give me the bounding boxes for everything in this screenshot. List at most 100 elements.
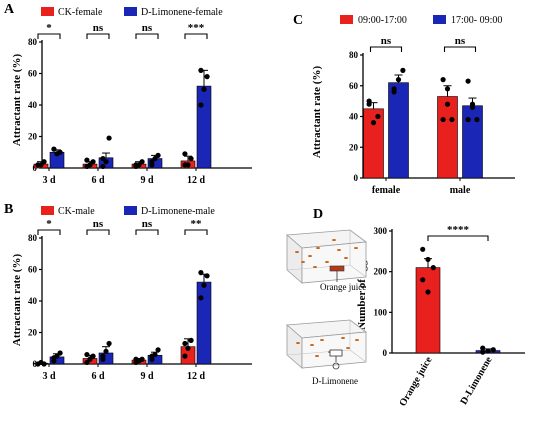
data-point (106, 340, 112, 347)
data-point (90, 159, 96, 165)
data-point (465, 116, 471, 123)
bar-17-00-09-00-male (462, 105, 483, 179)
significance-label: ns (142, 218, 153, 230)
data-point (440, 77, 446, 83)
orange-juice-dish-icon (329, 265, 345, 272)
data-point (100, 163, 106, 170)
data-point (139, 159, 145, 165)
x-tick-label-d-limonene: D-Limonene (458, 355, 494, 407)
significance-bracket (37, 229, 61, 235)
data-point (474, 116, 480, 123)
data-point (444, 86, 451, 92)
data-point (182, 340, 188, 347)
data-point (201, 86, 207, 92)
significance-bracket (443, 46, 477, 52)
data-point (465, 78, 471, 84)
significance-label: *** (188, 22, 205, 34)
x-tick-label-3-d: 3 d (42, 371, 56, 382)
data-point (41, 159, 47, 165)
data-point (480, 345, 486, 351)
legend-label-d-limonene-male: D-Limonene-male (141, 206, 215, 217)
legend-swatch-d-limonene-male (124, 206, 137, 215)
significance-bracket (369, 46, 403, 52)
data-point (57, 149, 63, 155)
y-tick-label: 80 (28, 37, 38, 47)
data-point (490, 347, 496, 353)
significance-bracket (135, 33, 159, 39)
significance-label: ** (191, 218, 203, 230)
x-tick-label-male: male (450, 185, 471, 196)
cage-diagram-orange-juice: Orange juice (286, 229, 368, 292)
y-tick-label: 60 (28, 69, 38, 79)
bar-d-limonene-male-12-d (196, 281, 212, 365)
data-point (106, 135, 112, 141)
y-tick-label: 20 (349, 142, 359, 152)
significance-label: ns (142, 22, 153, 34)
data-point (449, 116, 455, 123)
y-tick-label: 20 (28, 132, 38, 142)
y-tick-label: 200 (374, 267, 388, 277)
y-tick-label: 0 (354, 173, 359, 183)
data-point (198, 270, 204, 276)
insect-icons-1 (295, 239, 358, 268)
data-point (370, 120, 377, 126)
y-tick-label: 300 (374, 226, 388, 236)
data-point (375, 113, 381, 120)
bar-orange-juice-orange-juice (415, 267, 441, 354)
cage-diagram-d-limonene: D-Limonene (286, 319, 368, 386)
y-tick-label: 40 (28, 296, 38, 306)
bar-17-00-09-00-female (388, 82, 409, 179)
bar-09-00-17-00-female (363, 108, 384, 179)
data-point (100, 353, 106, 359)
legend-a: CK-female D-Limonene-female (41, 7, 223, 18)
data-point (149, 356, 155, 362)
data-point (84, 157, 90, 163)
data-point (425, 289, 431, 295)
legend-label-night: 17:00- 09:00 (451, 15, 502, 26)
data-point (430, 265, 436, 271)
legend-label-day: 09:00-17:00 (358, 15, 407, 26)
data-point (420, 277, 426, 283)
significance-bracket (427, 235, 489, 241)
significance-label: ns (455, 35, 466, 47)
data-point (100, 155, 106, 162)
x-tick-label-12-d: 12 d (187, 371, 206, 382)
x-tick-label-6-d: 6 d (91, 371, 105, 382)
legend-b: CK-male D-Limonene-male (41, 206, 215, 217)
data-point (425, 256, 431, 263)
x-tick-label-12-d: 12 d (187, 175, 206, 186)
y-tick-label: 60 (28, 265, 38, 275)
chart-d: 0 100 200 300 Orange juice D-Limonene **** (374, 224, 525, 409)
legend-swatch-night (433, 15, 446, 24)
data-point (440, 116, 446, 123)
y-tick-label: 0 (383, 348, 388, 358)
x-tick-label-orange-juice: Orange juice (397, 355, 434, 409)
data-point (103, 348, 109, 354)
significance-label: * (46, 22, 52, 34)
panel-letter-c: C (293, 13, 303, 28)
legend-swatch-day (340, 15, 353, 24)
significance-label: ns (93, 218, 104, 230)
data-point (480, 349, 486, 355)
data-point (366, 98, 372, 104)
legend-label-ck-male: CK-male (58, 206, 95, 217)
significance-bracket (184, 229, 208, 235)
x-tick-label-9-d: 9 d (140, 371, 154, 382)
significance-bracket (184, 33, 208, 39)
y-tick-label: 40 (349, 112, 359, 122)
data-point (188, 155, 194, 162)
y-tick-label: 80 (28, 233, 38, 243)
significance-label: ns (381, 35, 392, 47)
legend-swatch-ck-female (41, 7, 54, 16)
bar-09-00-17-00-male (437, 96, 458, 179)
data-point (182, 353, 188, 359)
chart-c: 0 20 40 60 80 female ns male ns (349, 35, 515, 196)
data-point (444, 101, 451, 107)
panel-letter-a: A (4, 2, 15, 17)
ylabel-a: Attractant rate (%) (11, 54, 23, 147)
data-point (133, 356, 139, 362)
diagram-label-d-limonene: D-Limonene (312, 376, 358, 386)
